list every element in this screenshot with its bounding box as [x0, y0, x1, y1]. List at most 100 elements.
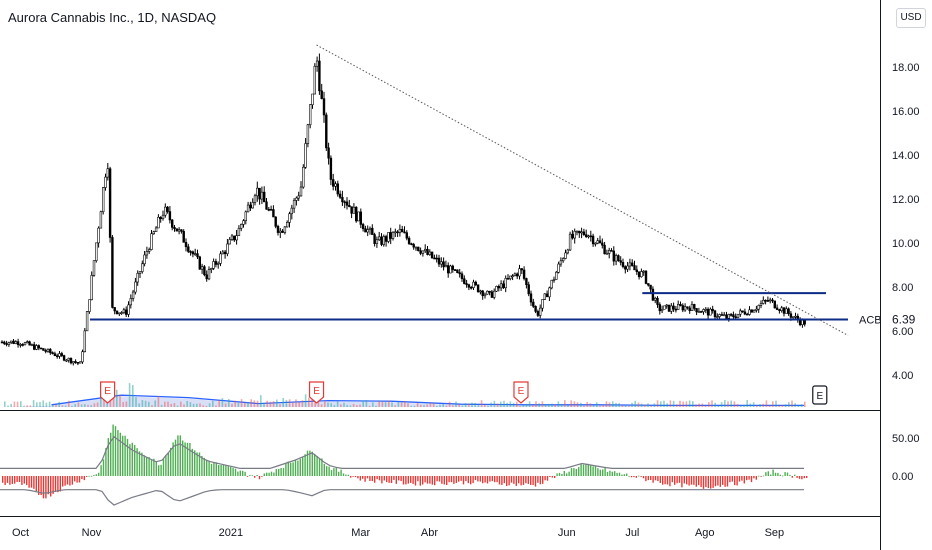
candle-body — [380, 236, 383, 245]
volume-bar — [58, 401, 60, 407]
candle — [143, 250, 146, 267]
candle — [557, 261, 560, 274]
volume-bar — [685, 401, 688, 407]
candle-body — [276, 226, 280, 233]
oscillator-bar — [570, 468, 573, 476]
volume-bar — [717, 405, 720, 407]
candle-body — [433, 257, 436, 260]
oscillator-bar — [681, 476, 683, 488]
oscillator-bar — [611, 471, 613, 476]
candle-body — [506, 278, 510, 280]
candle-body — [51, 352, 54, 355]
candle-body — [60, 353, 64, 356]
oscillator-bar — [666, 476, 669, 485]
volume-bar — [80, 404, 83, 407]
candle — [200, 263, 204, 274]
candle — [672, 302, 675, 312]
candle-body — [490, 291, 494, 298]
oscillator-bar — [618, 472, 621, 476]
oscillator-bar — [62, 476, 64, 487]
volume-bar — [173, 403, 176, 407]
candle-body — [722, 314, 726, 317]
volume-bar — [336, 401, 339, 407]
volume-bar — [202, 405, 204, 407]
volume-bar — [461, 405, 464, 407]
oscillator-bar — [712, 476, 714, 488]
oscillator-bar — [695, 476, 697, 487]
candle — [58, 351, 61, 359]
volume-bar — [637, 402, 640, 407]
oscillator-bar — [364, 476, 366, 482]
oscillator-bar — [508, 476, 510, 486]
candle-body — [143, 254, 146, 265]
candle — [543, 293, 547, 300]
oscillator-bar — [287, 461, 289, 476]
oscillator-bar — [489, 476, 491, 482]
last-price-label: 6.39 — [892, 313, 916, 327]
candle-body — [679, 304, 682, 306]
candle-body — [58, 353, 61, 357]
candle — [451, 264, 454, 273]
volume-bar — [759, 404, 761, 407]
oscillator-bar — [585, 464, 587, 476]
candle-body — [315, 60, 319, 67]
oscillator-bar — [16, 476, 18, 482]
candle-body — [249, 204, 252, 209]
volume-bar — [381, 401, 384, 407]
currency-button[interactable]: USD — [896, 8, 926, 28]
candle — [102, 186, 105, 215]
oscillator-bar — [635, 476, 637, 478]
oscillator-bar — [494, 476, 496, 483]
candle-body — [161, 214, 165, 219]
candle — [76, 362, 80, 366]
candle-body — [69, 357, 73, 364]
candle — [511, 274, 514, 281]
candle-body — [108, 168, 112, 238]
oscillator-bar — [702, 476, 705, 489]
candle-body — [713, 310, 717, 318]
volume-bar — [653, 403, 656, 407]
oscillator-bar — [604, 468, 606, 476]
oscillator-bar — [520, 476, 522, 486]
candle-body — [274, 216, 277, 227]
volume-bar — [221, 398, 224, 407]
candle — [536, 309, 540, 317]
candle-body — [299, 186, 303, 197]
volume-bar — [292, 402, 294, 407]
candle-body — [446, 265, 450, 274]
oscillator-bar — [774, 472, 777, 476]
volume-bar — [804, 401, 806, 407]
candle-body — [690, 304, 694, 311]
oscillator-bar — [498, 476, 501, 485]
volume-bar — [55, 404, 57, 407]
candle-body — [421, 250, 425, 254]
oscillator-bar — [167, 452, 169, 476]
oscillator-bar — [726, 476, 729, 487]
oscillator-bar — [251, 475, 253, 477]
candle-body — [492, 290, 496, 298]
candle — [368, 226, 372, 235]
volume-bar — [231, 403, 233, 407]
candle — [352, 203, 356, 214]
candle — [233, 235, 236, 242]
candle — [430, 251, 434, 259]
candle — [184, 238, 188, 252]
oscillator-bar — [23, 476, 25, 484]
oscillator-lower-band — [0, 489, 804, 506]
volume-bar — [151, 405, 153, 407]
candle-body — [704, 308, 708, 311]
oscillator-bar — [177, 435, 179, 476]
candle-body — [437, 257, 441, 265]
candle-body — [396, 231, 399, 234]
candle-body — [267, 209, 270, 211]
candle — [582, 228, 586, 236]
candle-body — [184, 242, 188, 248]
oscillator-bar — [179, 435, 181, 476]
volume-bar — [660, 401, 662, 407]
oscillator-bar — [270, 471, 273, 476]
oscillator-bar — [40, 476, 42, 496]
candle-body — [405, 232, 408, 239]
candle-body — [175, 228, 178, 232]
oscillator-bar — [755, 476, 757, 480]
